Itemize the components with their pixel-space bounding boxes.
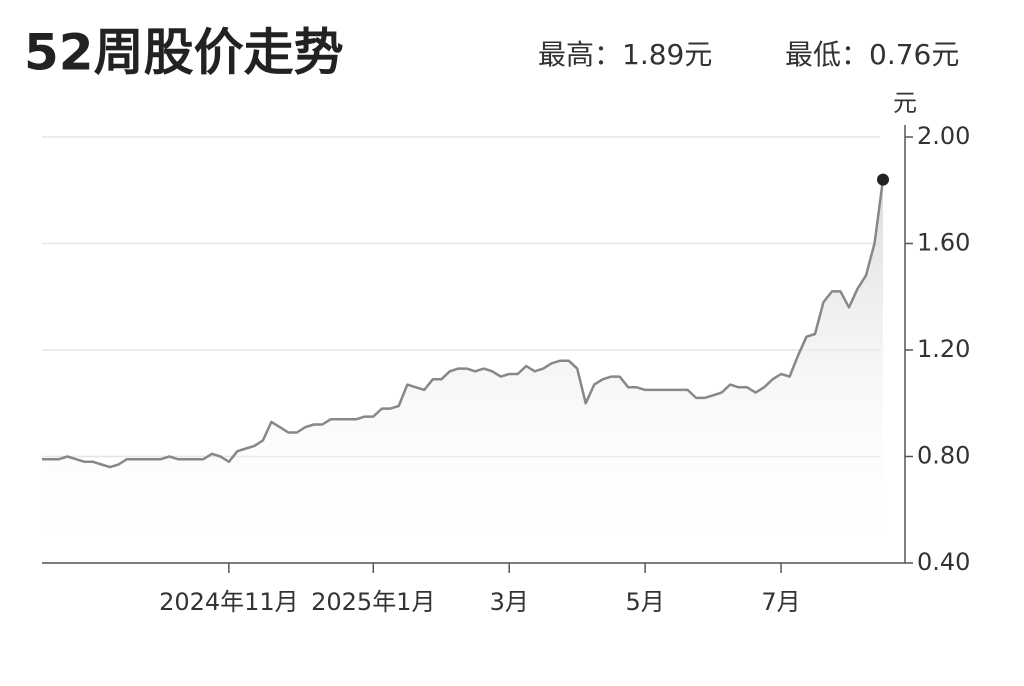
x-tick-label: 5月 bbox=[626, 588, 665, 616]
y-unit: 元 bbox=[893, 89, 917, 117]
y-tick-label: 0.40 bbox=[917, 548, 970, 576]
x-tick-label: 2025年1月 bbox=[311, 588, 435, 616]
last-point bbox=[877, 173, 889, 186]
price-line bbox=[42, 179, 885, 469]
y-tick-label: 0.80 bbox=[917, 442, 970, 470]
x-tick-label: 7月 bbox=[761, 588, 800, 616]
chart-title: 52周股价走势 bbox=[24, 24, 344, 82]
area bbox=[42, 179, 883, 563]
y-tick-label: 2.00 bbox=[917, 122, 970, 150]
x-tick-label: 3月 bbox=[490, 588, 529, 616]
y-tick-label: 1.60 bbox=[917, 229, 970, 257]
stat-high: 最高：1.89元 bbox=[538, 38, 712, 71]
y-tick-label: 1.20 bbox=[917, 335, 970, 363]
stat-low: 最低：0.76元 bbox=[785, 38, 959, 71]
x-tick-label: 2024年11月 bbox=[159, 588, 299, 616]
